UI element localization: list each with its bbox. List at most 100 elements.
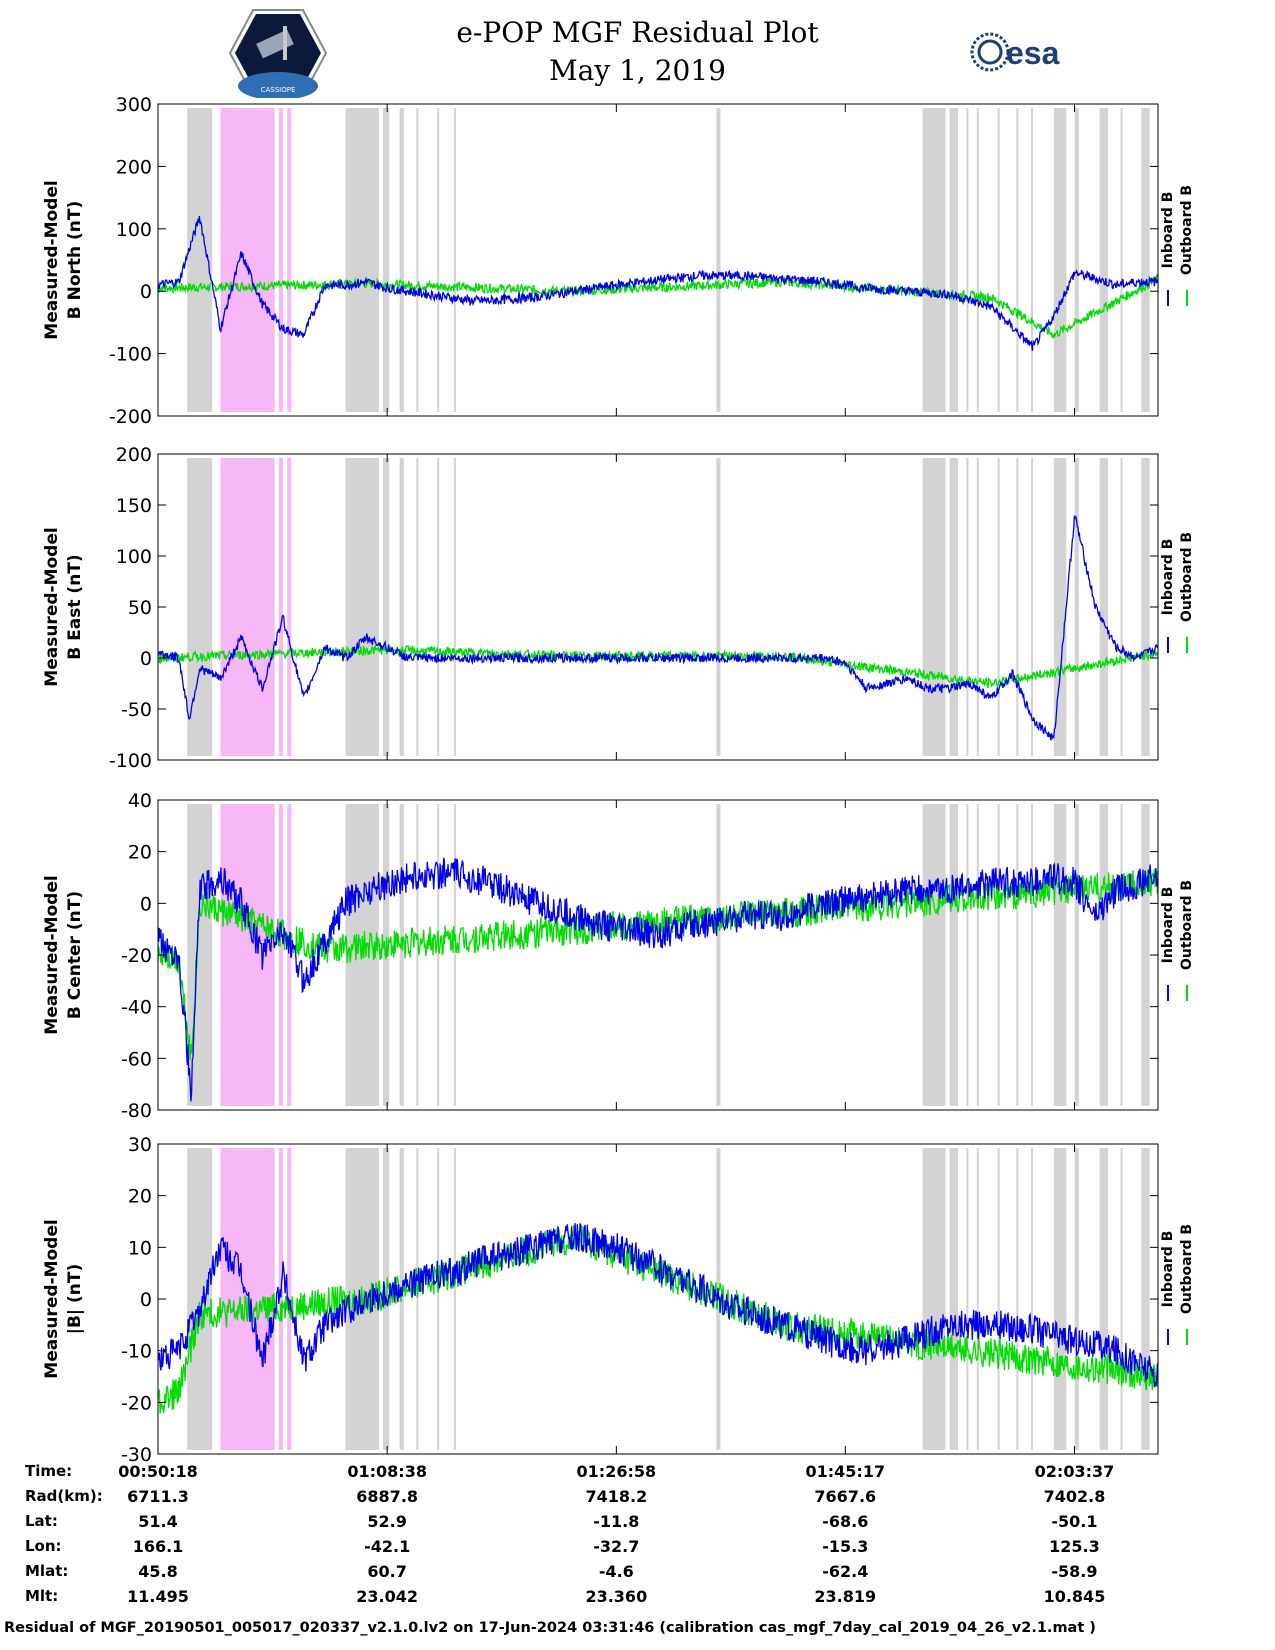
gap-shade (1053, 804, 1067, 1106)
gap-shade (399, 108, 404, 412)
pink-shade (278, 1148, 283, 1450)
info-row-label: Lat: (25, 1512, 58, 1530)
y-tick-label: 30 (128, 1134, 152, 1156)
gap-shade (453, 1148, 456, 1450)
cassiope-logo: CASSIOPE (228, 8, 328, 100)
gap-shade (1120, 1148, 1123, 1450)
gap-shade (966, 108, 969, 412)
gap-shade (1099, 1148, 1108, 1450)
panel-frame (157, 1143, 1159, 1455)
gap-shade (345, 458, 379, 756)
panel-frame (157, 453, 1159, 761)
gap-shade (1030, 1148, 1033, 1450)
gap-shade (437, 108, 440, 412)
outboard-series-line (157, 1225, 1159, 1414)
gap-shade (1141, 108, 1150, 412)
page-title: e-POP MGF Residual Plot (456, 16, 819, 49)
info-cell: 02:03:37 (1034, 1462, 1115, 1481)
orbit-info-table: Time: 00:50:18 01:08:38 01:26:58 01:45:17 02:… (20, 1462, 1270, 1632)
y-tick-label: -200 (109, 406, 152, 428)
gap-shade (1120, 458, 1123, 756)
legend-inboard-label: Inboard B (1160, 887, 1176, 964)
gap-shade (922, 108, 946, 412)
info-cell: 23.819 (814, 1587, 877, 1606)
gap-shade (187, 1148, 213, 1450)
info-cell: 7418.2 (585, 1487, 648, 1506)
gap-shade (1120, 804, 1123, 1106)
y-tick-label: 100 (116, 546, 152, 568)
info-cell: 23.360 (585, 1587, 648, 1606)
y-tick-label: -50 (121, 699, 152, 721)
gap-shade (453, 458, 456, 756)
gap-shade (966, 1148, 969, 1450)
gap-shade (922, 804, 946, 1106)
y-tick-label: 200 (116, 444, 152, 466)
gap-shade (997, 804, 1000, 1106)
gap-shade (1053, 108, 1067, 412)
gap-shade (437, 804, 440, 1106)
info-cell: 23.042 (356, 1587, 419, 1606)
y-tick-label: -10 (121, 1341, 152, 1363)
info-cell: -32.7 (593, 1537, 640, 1556)
gap-shade (997, 1148, 1000, 1450)
info-cell: 6711.3 (127, 1487, 189, 1506)
info-cell: 11.495 (127, 1587, 189, 1606)
y-axis-label-line1: Measured-Model (42, 527, 62, 686)
y-tick-label: 40 (128, 790, 152, 812)
info-row-label: Lon: (25, 1537, 62, 1555)
y-axis-label-line1: Measured-Model (42, 180, 62, 339)
gap-shade (976, 1148, 979, 1450)
info-cell: 01:08:38 (347, 1462, 427, 1481)
gap-shade (437, 1148, 440, 1450)
gap-shade (997, 458, 1000, 756)
pink-shade (287, 1148, 292, 1450)
gap-shade (1030, 108, 1033, 412)
inboard-series-line (157, 857, 1159, 1102)
footer-caption: Residual of MGF_20190501_005017_020337_v… (4, 1620, 1096, 1636)
info-cell: 01:26:58 (576, 1462, 657, 1481)
y-axis-label-line2: B North (nT) (65, 201, 85, 320)
gap-shade (949, 458, 958, 756)
y-tick-label: -100 (109, 344, 152, 366)
gap-shade (416, 108, 419, 412)
y-tick-label: 10 (128, 1237, 152, 1259)
info-cell: 125.3 (1049, 1537, 1100, 1556)
info-cell: -15.3 (822, 1537, 869, 1556)
panel-frame (157, 799, 1159, 1111)
legend-inboard-label: Inboard B (1160, 192, 1176, 269)
y-tick-label: 20 (128, 1186, 152, 1208)
gap-shade (1030, 458, 1033, 756)
gap-shade (949, 804, 958, 1106)
gap-shade (1074, 1148, 1079, 1450)
info-cell: 45.8 (138, 1562, 178, 1581)
info-cell: 52.9 (367, 1512, 407, 1531)
info-cell: -58.9 (1051, 1562, 1098, 1581)
y-tick-label: -20 (121, 945, 152, 967)
info-cell: 10.845 (1043, 1587, 1106, 1606)
y-tick-label: 20 (128, 842, 152, 864)
inboard-series-line (157, 1223, 1159, 1388)
y-tick-label: 300 (116, 94, 152, 116)
gap-shade (1099, 108, 1108, 412)
info-cell: 01:45:17 (805, 1462, 886, 1481)
info-row-label: Rad(km): (25, 1487, 103, 1505)
pink-shade (287, 804, 292, 1106)
legend-inboard-label: Inboard B (1160, 539, 1176, 616)
info-cell: 7667.6 (814, 1487, 877, 1506)
legend-outboard-label: Outboard B (1179, 185, 1195, 275)
pink-shade (278, 108, 283, 412)
info-cell: -42.1 (364, 1537, 411, 1556)
gap-shade (1141, 1148, 1150, 1450)
info-cell: 7402.8 (1043, 1487, 1106, 1506)
pink-shade (278, 458, 283, 756)
gap-shade (1053, 458, 1067, 756)
cassiope-logo-text: CASSIOPE (261, 86, 296, 94)
gap-shade (716, 458, 721, 756)
y-axis-label-line2: |B| (nT) (65, 1264, 85, 1335)
info-cell: -4.6 (598, 1562, 634, 1581)
y-axis-label-line1: Measured-Model (42, 1219, 62, 1378)
gap-shade (1099, 804, 1108, 1106)
gap-shade (1016, 458, 1019, 756)
y-tick-label: 0 (140, 648, 152, 670)
gap-shade (399, 458, 404, 756)
